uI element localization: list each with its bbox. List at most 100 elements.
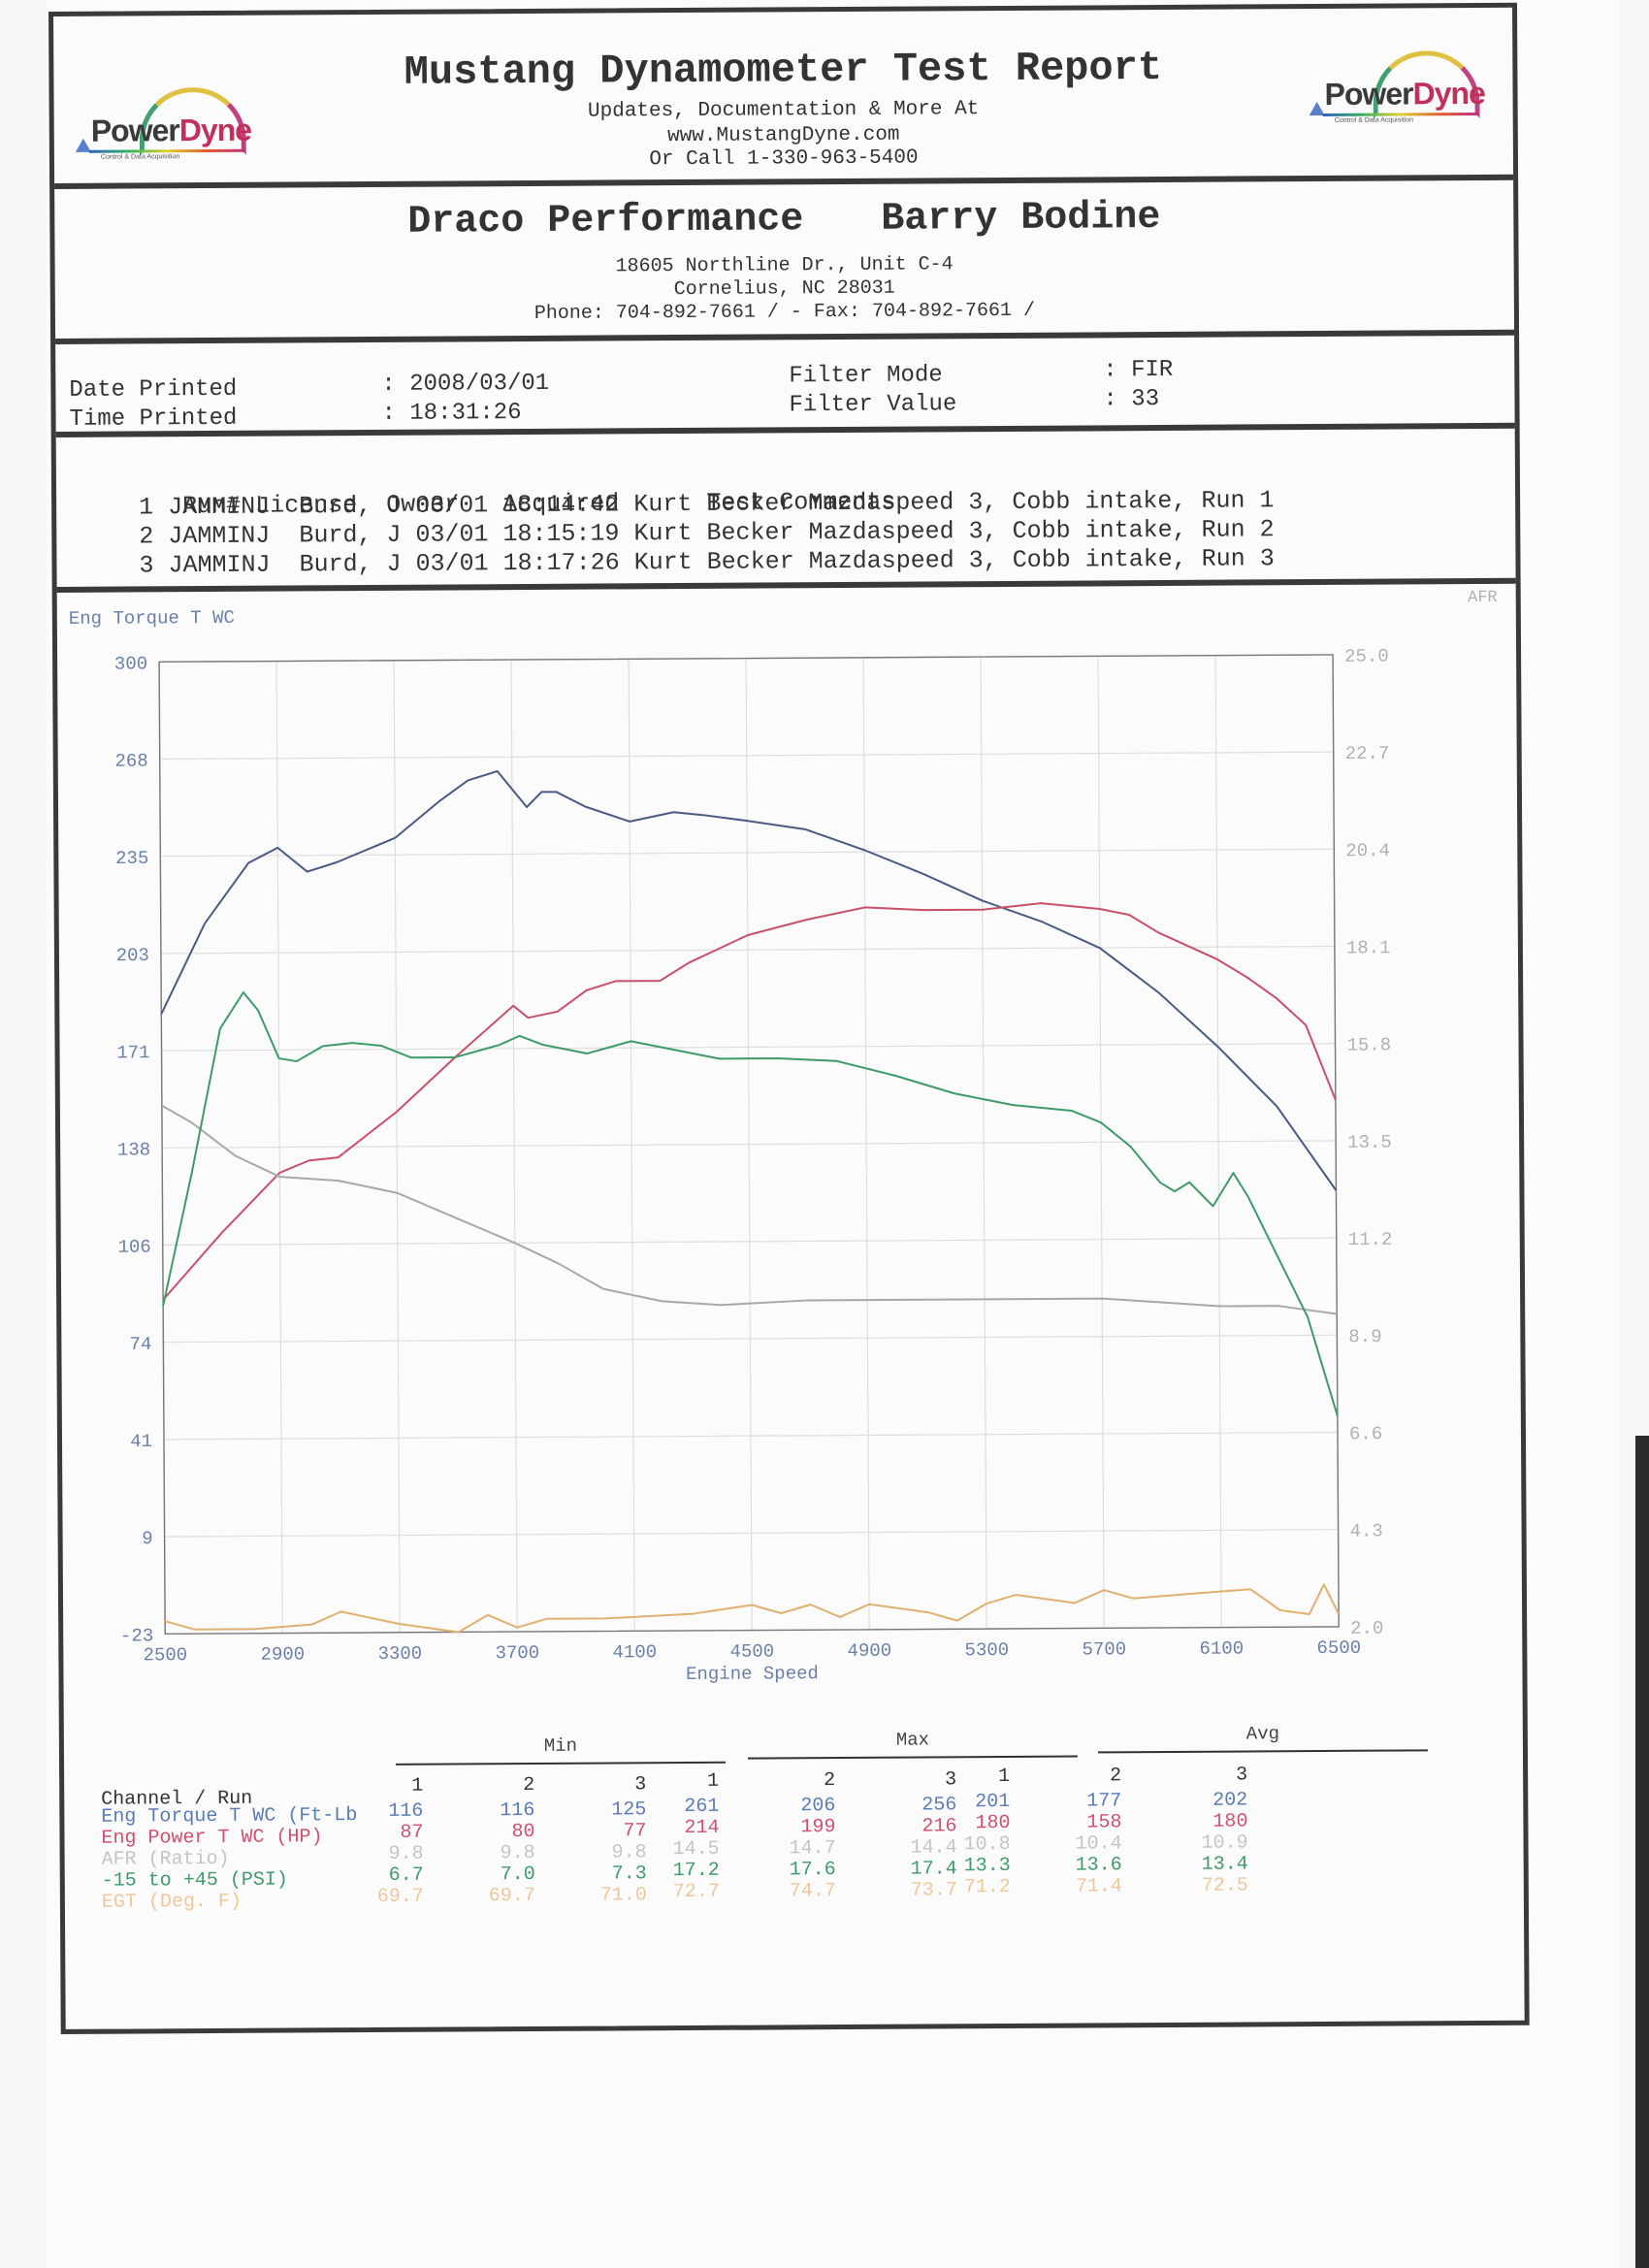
stats-value: 180 bbox=[975, 1811, 1011, 1835]
stats-channel-label: -15 to +45 (PSI) bbox=[101, 1868, 288, 1893]
x-axis-title: Engine Speed bbox=[686, 1663, 819, 1685]
run-number: 1 bbox=[139, 493, 154, 522]
stats-group-min-rule bbox=[396, 1761, 727, 1766]
time-printed-label: Time Printed bbox=[69, 405, 238, 433]
stats-table: Min Max Avg Channel / Run 1 2 3 1 2 3 1 2 3 Eng To… bbox=[64, 1723, 1524, 1927]
report-title: Mustang Dynamometer Test Report bbox=[404, 44, 1163, 96]
y-tick-label: 138 bbox=[117, 1139, 150, 1160]
series-line bbox=[160, 769, 1338, 1191]
grid-line-h bbox=[163, 1431, 1338, 1441]
stats-value: 72.5 bbox=[1201, 1874, 1248, 1897]
report-header: PowerDyne Control & Data Acquisition Pow… bbox=[53, 8, 1513, 183]
x-tick-label: 4900 bbox=[847, 1640, 891, 1662]
x-tick-label: 6100 bbox=[1199, 1638, 1244, 1660]
stats-value: 261 bbox=[684, 1795, 720, 1819]
series-line bbox=[162, 990, 1339, 1416]
stats-value: 7.0 bbox=[500, 1863, 535, 1887]
stats-value: 6.7 bbox=[388, 1863, 424, 1887]
stats-group-max-rule bbox=[748, 1755, 1079, 1760]
run-owner: Burd, J bbox=[299, 520, 402, 550]
report-frame: PowerDyne Control & Data Acquisition Pow… bbox=[48, 2, 1530, 2035]
chart-section: Eng Torque T WC AFR Engine Speed 300 268 235 2… bbox=[56, 577, 1525, 2035]
x-tick-label: 4100 bbox=[612, 1641, 657, 1663]
stats-run-number: 3 bbox=[634, 1773, 647, 1797]
run-owner: Burd, J bbox=[299, 549, 402, 579]
stats-value: 158 bbox=[1086, 1811, 1122, 1834]
y2-tick-label: 11.2 bbox=[1348, 1229, 1393, 1250]
y-tick-label: 300 bbox=[114, 653, 147, 674]
x-tick-label: 5700 bbox=[1082, 1638, 1126, 1660]
y-tick-label: -23 bbox=[120, 1625, 153, 1646]
run-acquired: 03/01 18:14:42 bbox=[415, 490, 620, 520]
stats-run-number: 2 bbox=[824, 1769, 836, 1793]
run-comment: Kurt Becker Mazdaspeed 3, Cobb intake, R… bbox=[633, 544, 1275, 577]
stats-value: 13.6 bbox=[1075, 1854, 1122, 1877]
series-line bbox=[164, 1583, 1341, 1634]
stats-value: 74.7 bbox=[789, 1880, 836, 1903]
grid-line-v bbox=[862, 657, 870, 1630]
series-line bbox=[162, 902, 1337, 1301]
grid-line-h bbox=[163, 1334, 1338, 1344]
scanned-page bbox=[47, 0, 1620, 2268]
stats-value: 10.9 bbox=[1201, 1831, 1248, 1855]
x-tick-label: 3300 bbox=[377, 1643, 422, 1665]
y-tick-label: 268 bbox=[114, 751, 147, 772]
grid-line-v bbox=[1214, 655, 1222, 1628]
stats-run-number: 1 bbox=[707, 1769, 720, 1793]
stats-value: 199 bbox=[800, 1816, 836, 1839]
stats-run-number: 2 bbox=[1110, 1765, 1122, 1788]
series-line bbox=[161, 1104, 1338, 1315]
stats-run-number: 2 bbox=[523, 1773, 535, 1798]
right-axis-title: AFR bbox=[1468, 589, 1498, 607]
stats-run-number: 1 bbox=[411, 1774, 424, 1798]
stats-value: 14.7 bbox=[789, 1837, 836, 1861]
stats-value: 177 bbox=[1086, 1790, 1122, 1813]
stats-run-number: 1 bbox=[998, 1765, 1011, 1789]
stats-group-avg-rule bbox=[1097, 1749, 1428, 1754]
stats-value: 202 bbox=[1212, 1789, 1248, 1812]
stats-value: 201 bbox=[975, 1790, 1011, 1814]
stats-value: 14.4 bbox=[910, 1836, 957, 1860]
run-license: JAMMINJ bbox=[168, 550, 271, 580]
filter-value-value: : 33 bbox=[1103, 386, 1160, 413]
run-owner: Burd, J bbox=[299, 491, 402, 521]
stats-value: 116 bbox=[500, 1798, 535, 1823]
y-tick-label: 41 bbox=[130, 1431, 152, 1452]
stats-value: 87 bbox=[400, 1821, 424, 1844]
stats-group-max: Max bbox=[895, 1729, 930, 1751]
stats-value: 116 bbox=[388, 1799, 424, 1823]
run-comment: Kurt Becker Mazdaspeed 3, Cobb intake, R… bbox=[633, 486, 1275, 519]
stats-value: 216 bbox=[922, 1815, 957, 1838]
run-number: 3 bbox=[139, 551, 154, 580]
y2-tick-label: 6.6 bbox=[1349, 1423, 1382, 1444]
print-info: Date Printed : 2008/03/01 Time Printed :… bbox=[55, 329, 1515, 437]
stats-value: 71.4 bbox=[1075, 1875, 1122, 1898]
stats-value: 206 bbox=[800, 1795, 836, 1818]
y-tick-label: 74 bbox=[130, 1334, 152, 1355]
y-tick-label: 9 bbox=[142, 1528, 153, 1549]
y2-tick-label: 18.1 bbox=[1346, 937, 1391, 958]
x-tick-label: 3700 bbox=[495, 1642, 539, 1664]
stats-value: 72.7 bbox=[672, 1880, 720, 1904]
run-license: JAMMINJ bbox=[168, 521, 271, 551]
stats-value: 13.3 bbox=[963, 1854, 1011, 1878]
grid-line-v bbox=[980, 657, 987, 1630]
y2-tick-label: 2.0 bbox=[1350, 1618, 1383, 1639]
y2-tick-label: 22.7 bbox=[1345, 743, 1390, 764]
y2-tick-label: 8.9 bbox=[1348, 1326, 1381, 1347]
stats-value: 17.2 bbox=[672, 1859, 720, 1883]
stats-value: 71.0 bbox=[599, 1884, 647, 1907]
shop-title-row: Draco Performance Barry Bodine bbox=[54, 194, 1513, 246]
y-tick-label: 171 bbox=[116, 1042, 149, 1063]
y2-tick-label: 20.4 bbox=[1345, 840, 1390, 861]
stats-value: 71.2 bbox=[963, 1875, 1011, 1899]
stats-value: 77 bbox=[623, 1820, 647, 1843]
stats-value: 69.7 bbox=[376, 1885, 424, 1908]
stats-value: 13.4 bbox=[1201, 1853, 1248, 1876]
stats-value: 180 bbox=[1212, 1810, 1248, 1833]
stats-run-number: 3 bbox=[945, 1768, 957, 1792]
grid-line-h bbox=[162, 1237, 1337, 1247]
stats-value: 10.4 bbox=[1075, 1832, 1122, 1856]
x-tick-label: 2900 bbox=[260, 1643, 305, 1665]
run-row: 3 JAMMINJ Burd, J 03/01 18:17:26 Kurt Be… bbox=[95, 544, 1274, 579]
